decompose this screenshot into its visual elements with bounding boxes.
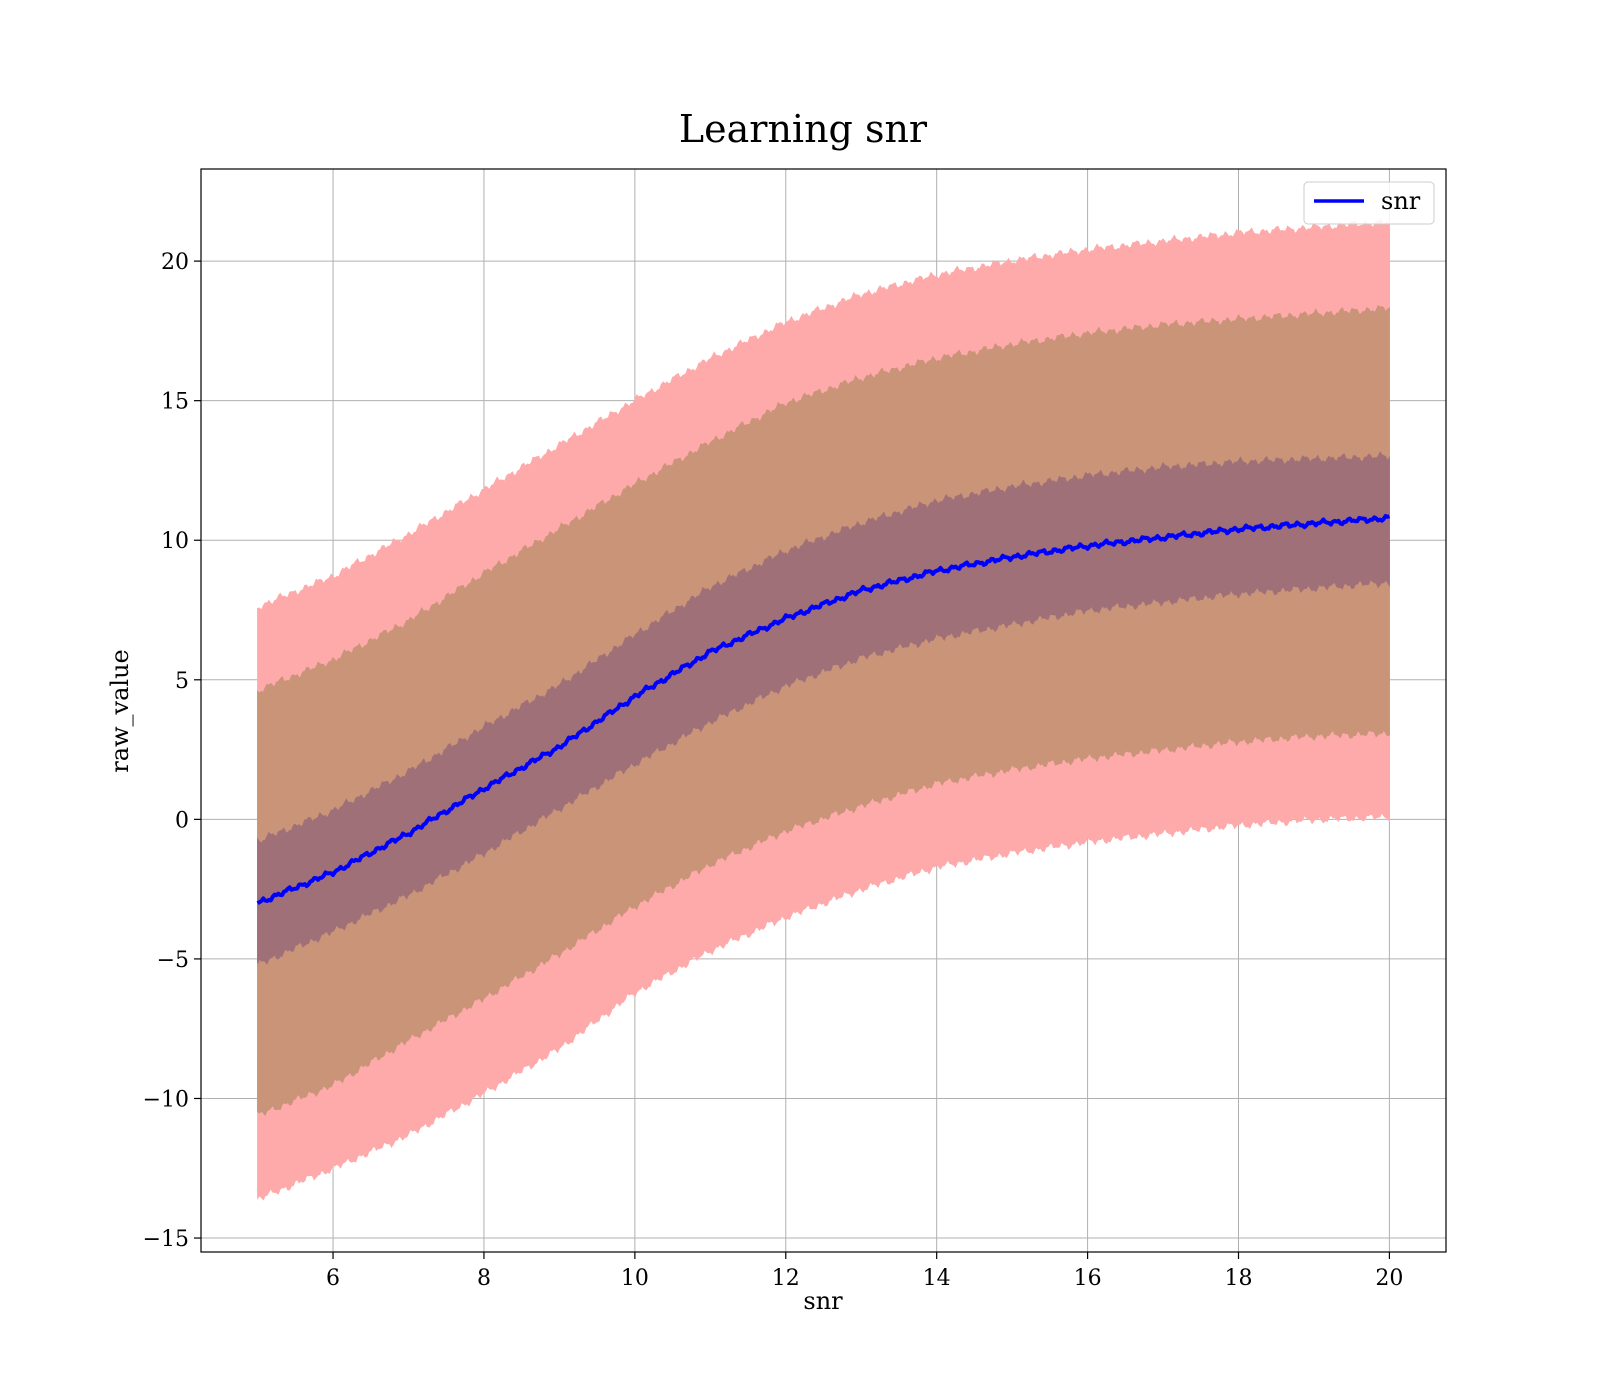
x-tick-label: 6 xyxy=(326,1266,340,1291)
confidence-band-3 xyxy=(257,451,1390,965)
chart-title: Learning snr xyxy=(679,107,928,151)
y-tick-label: 5 xyxy=(175,669,189,694)
x-tick-label: 10 xyxy=(621,1266,649,1291)
x-tick-label: 12 xyxy=(772,1266,800,1291)
y-tick-label: −5 xyxy=(157,948,189,973)
y-tick-label: 15 xyxy=(161,390,189,415)
axes-frame xyxy=(200,168,1447,1253)
x-axis-label: snr xyxy=(803,1287,843,1315)
legend-box xyxy=(1303,181,1435,225)
y-axis-label: raw_value xyxy=(106,649,134,773)
series-line-snr xyxy=(256,513,1391,905)
y-tick-label: −10 xyxy=(143,1087,189,1112)
legend-entry: snr xyxy=(1381,187,1421,215)
y-tick-label: 0 xyxy=(175,808,189,833)
x-tick-label: 8 xyxy=(477,1266,491,1291)
x-tick-label: 14 xyxy=(923,1266,951,1291)
x-tick-label: 18 xyxy=(1225,1266,1253,1291)
ticks: 6 8 10 12 14 16 18 20 −15 −10 −5 0 5 10 15 20 xyxy=(143,250,1404,1291)
legend: snr xyxy=(1303,181,1435,225)
plot-area xyxy=(201,169,1446,1252)
x-tick-label: 20 xyxy=(1375,1266,1403,1291)
x-tick-label: 16 xyxy=(1074,1266,1102,1291)
y-tick-label: −15 xyxy=(143,1227,189,1252)
y-tick-label: 10 xyxy=(161,529,189,554)
y-tick-label: 20 xyxy=(161,250,189,275)
